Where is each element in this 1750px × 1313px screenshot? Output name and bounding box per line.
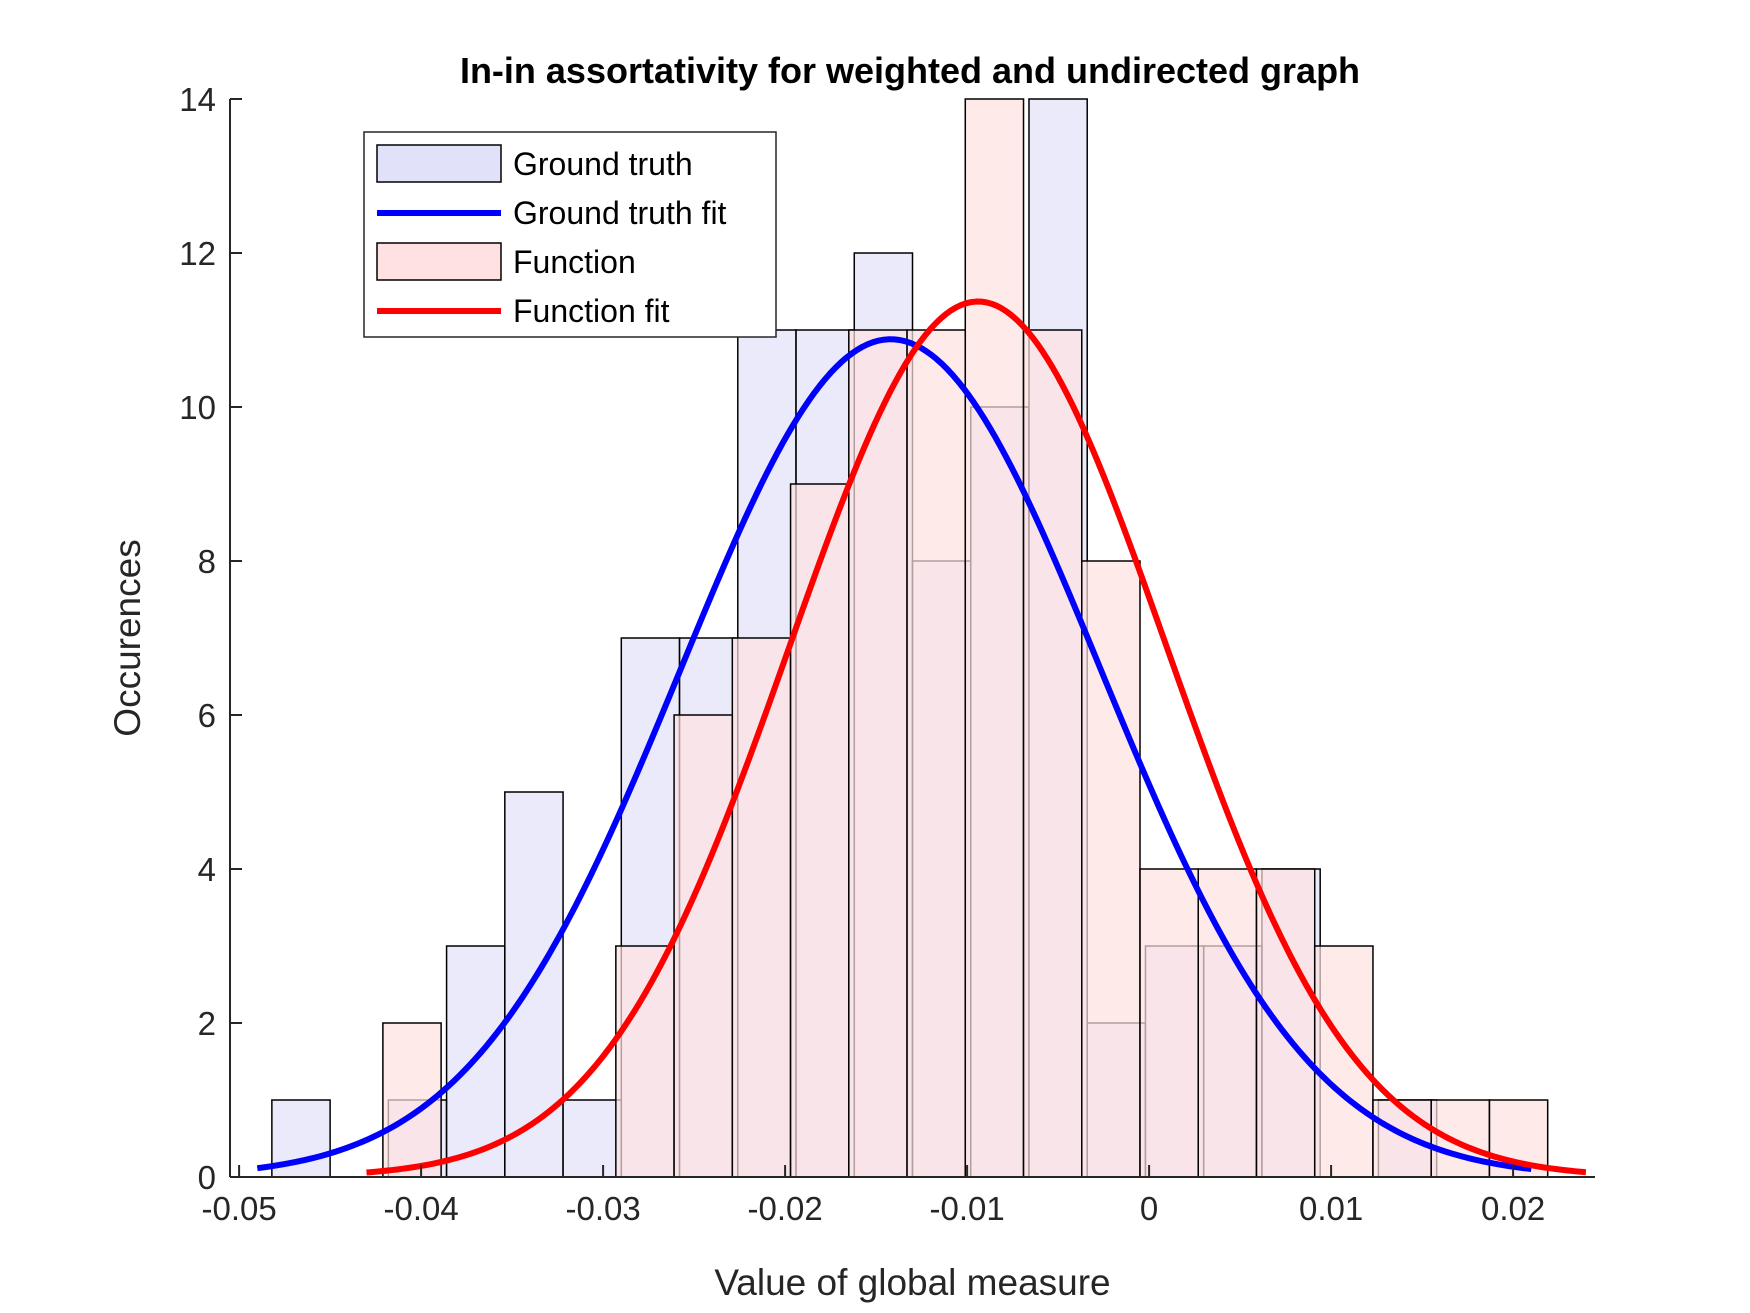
fit-lines (256, 298, 1587, 1176)
y-tick-label: 12 (179, 235, 216, 272)
function-bar-10 (964, 98, 1025, 1178)
function-bar-14 (1197, 868, 1258, 1178)
function-bar-7 (789, 483, 850, 1178)
x-tick-label: 0.02 (1481, 1190, 1545, 1227)
legend-swatch-ground-truth (376, 144, 502, 183)
ground-truth-fit-line (256, 336, 1532, 1173)
y-tick-label: 0 (198, 1159, 216, 1196)
legend-swatch-function (376, 242, 502, 281)
y-tick-label: 14 (179, 81, 216, 118)
x-tick-label: -0.03 (565, 1190, 640, 1227)
function-fit-line (366, 298, 1587, 1176)
function-bar-8 (848, 329, 908, 1178)
function-bar-18 (1430, 1099, 1491, 1178)
y-axis-label: Occurences (107, 539, 148, 736)
y-axis-ticks: 0 2 4 6 8 10 12 14 (179, 81, 242, 1196)
x-tick-label: -0.05 (201, 1190, 276, 1227)
y-tick-label: 2 (198, 1005, 216, 1042)
x-tick-label: -0.04 (383, 1190, 458, 1227)
ground-truth-bar-5 (562, 1099, 623, 1178)
x-tick-label: -0.01 (929, 1190, 1004, 1227)
x-tick-label: 0.01 (1299, 1190, 1363, 1227)
function-bar-5 (673, 714, 734, 1178)
function-bar-4 (615, 945, 675, 1178)
function-bar-15 (1255, 868, 1316, 1178)
legend-label-ground-truth: Ground truth (513, 146, 693, 182)
function-bar-13 (1139, 868, 1199, 1178)
y-tick-label: 6 (198, 697, 216, 734)
function-bar-11 (1022, 329, 1083, 1178)
legend-label-ground-truth-fit: Ground truth fit (513, 195, 727, 231)
function-bar-16 (1313, 945, 1374, 1178)
y-tick-label: 10 (179, 389, 216, 426)
x-axis-label: Value of global measure (714, 1262, 1110, 1303)
function-bar-9 (906, 329, 967, 1178)
y-tick-label: 4 (198, 851, 216, 888)
function-bar-12 (1081, 560, 1141, 1178)
x-tick-label: 0 (1140, 1190, 1158, 1227)
function-bar-17 (1372, 1099, 1432, 1178)
chart-title: In-in assortativity for weighted and und… (460, 50, 1360, 91)
axes (229, 99, 1595, 1178)
legend: Ground truth Ground truth fit Function F… (363, 131, 777, 338)
legend-label-function: Function (513, 244, 636, 280)
x-tick-label: -0.02 (747, 1190, 822, 1227)
y-tick-label: 8 (198, 543, 216, 580)
x-axis-ticks: -0.05 -0.04 -0.03 -0.02 -0.01 0 0.01 0.02 (201, 1165, 1545, 1227)
legend-label-function-fit: Function fit (513, 293, 670, 329)
